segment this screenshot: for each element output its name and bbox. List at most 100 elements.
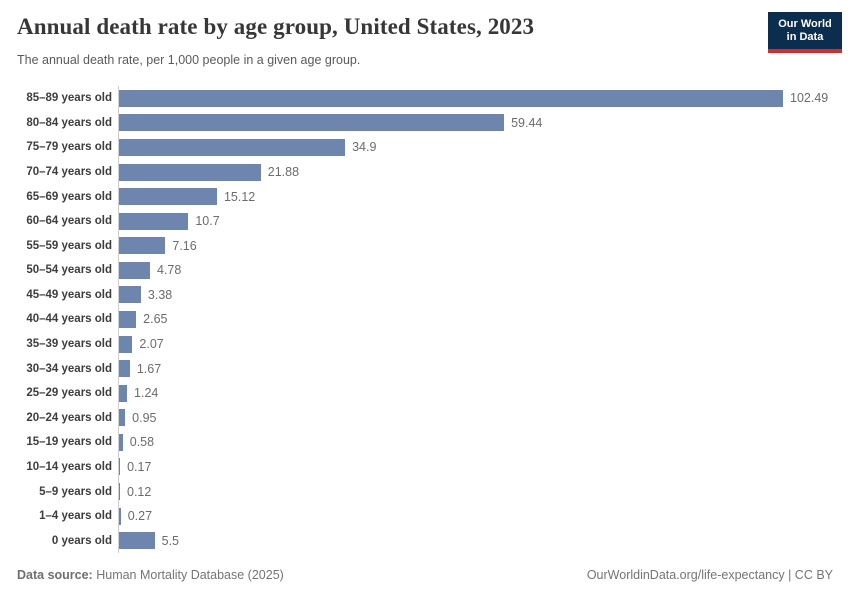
bar — [119, 483, 120, 501]
bar-track: 1.24 — [119, 384, 833, 402]
bar-track: 1.67 — [119, 360, 833, 378]
bar-chart: 85–89 years old 102.49 80–84 years old 59.4… — [17, 86, 833, 553]
bar-value: 1.67 — [136, 361, 162, 376]
chart-title: Annual death rate by age group, United S… — [17, 14, 535, 39]
bar-track: 7.16 — [119, 237, 833, 255]
bar — [119, 261, 150, 279]
bar-track: 59.44 — [119, 114, 833, 132]
bar — [119, 114, 505, 132]
bar-value: 34.9 — [352, 140, 377, 155]
bar-row: 35–39 years old 2.07 — [17, 332, 833, 357]
y-axis-line — [118, 86, 119, 553]
bar — [119, 163, 261, 181]
bar — [119, 89, 783, 107]
bar-track: 0.17 — [119, 458, 833, 476]
bar — [119, 237, 166, 255]
owid-logo-line2: in Data — [786, 31, 824, 43]
bar — [119, 409, 126, 427]
bar-track: 0.95 — [119, 409, 833, 427]
bar-label: 15–19 years old — [26, 436, 112, 449]
bar-value: 15.12 — [223, 189, 256, 204]
bar-value: 2.65 — [143, 312, 168, 327]
bar-track: 0.27 — [119, 507, 833, 525]
bar-track: 3.38 — [119, 286, 833, 304]
bar-value: 21.88 — [267, 165, 300, 180]
data-source-value: Human Mortality Database (2025) — [96, 568, 284, 582]
bar-row: 60–64 years old 10.7 — [17, 209, 833, 234]
bar-row: 45–49 years old 3.38 — [17, 283, 833, 308]
bar-value: 7.16 — [172, 238, 197, 253]
bar-row: 70–74 years old 21.88 — [17, 160, 833, 185]
bar-track: 15.12 — [119, 188, 833, 206]
bar — [119, 138, 346, 156]
bar-value: 59.44 — [511, 115, 543, 130]
chart-subtitle: The annual death rate, per 1,000 people … — [17, 53, 361, 67]
bar — [119, 507, 121, 525]
bar-value: 4.78 — [156, 263, 182, 278]
bar-value: 0.17 — [127, 459, 152, 474]
bar-label: 10–14 years old — [26, 460, 112, 473]
bar-value: 0.95 — [132, 410, 157, 425]
bar-label: 60–64 years old — [26, 215, 112, 228]
bar-row: 55–59 years old 7.16 — [17, 233, 833, 258]
bar-track: 2.07 — [119, 335, 833, 353]
bar-track: 5.5 — [119, 532, 833, 550]
bar-label: 85–89 years old — [26, 92, 112, 105]
bar-value: 10.7 — [195, 214, 220, 229]
bar-row: 80–84 years old 59.44 — [17, 111, 833, 136]
bar-track: 102.49 — [119, 89, 833, 107]
bar-track: 2.65 — [119, 310, 833, 328]
data-source: Data source: Human Mortality Database (2… — [17, 568, 284, 582]
bar — [119, 458, 121, 476]
bar-label: 35–39 years old — [26, 338, 112, 351]
bar-track: 0.12 — [119, 483, 833, 501]
bar-label: 30–34 years old — [26, 362, 112, 375]
bar — [119, 310, 137, 328]
bar-label: 55–59 years old — [26, 239, 112, 252]
bar-value: 102.49 — [790, 91, 829, 106]
bar-row: 25–29 years old 1.24 — [17, 381, 833, 406]
bar-label: 20–24 years old — [26, 411, 112, 424]
bar-label: 1–4 years old — [39, 510, 112, 523]
bar-row: 10–14 years old 0.17 — [17, 455, 833, 480]
bar-row: 65–69 years old 15.12 — [17, 184, 833, 209]
bar-track: 34.9 — [119, 138, 833, 156]
bar-row: 40–44 years old 2.65 — [17, 307, 833, 332]
bar-label: 65–69 years old — [26, 190, 112, 203]
bar-label: 25–29 years old — [26, 387, 112, 400]
bar-track: 0.58 — [119, 433, 833, 451]
bar — [119, 433, 123, 451]
bar — [119, 532, 155, 550]
chart-footer: Data source: Human Mortality Database (2… — [17, 568, 833, 582]
bar-row: 30–34 years old 1.67 — [17, 356, 833, 381]
bar-label: 5–9 years old — [39, 485, 112, 498]
bar-row: 20–24 years old 0.95 — [17, 406, 833, 431]
bar-row: 85–89 years old 102.49 — [17, 86, 833, 111]
bar-label: 0 years old — [51, 534, 112, 547]
bar-value: 0.27 — [127, 509, 153, 524]
bar — [119, 360, 130, 378]
bar — [119, 188, 217, 206]
bar-label: 45–49 years old — [26, 288, 112, 301]
bar-row: 0 years old 5.5 — [17, 528, 833, 553]
bar-value: 0.58 — [129, 435, 155, 450]
owid-logo: Our World in Data — [768, 12, 842, 53]
bar-label: 40–44 years old — [26, 313, 112, 326]
bar — [119, 384, 128, 402]
bar-track: 21.88 — [119, 163, 833, 181]
chart-rows: 85–89 years old 102.49 80–84 years old 59.4… — [17, 86, 833, 553]
bar-value: 2.07 — [139, 337, 164, 352]
data-source-label: Data source: — [17, 568, 93, 582]
bar-label: 70–74 years old — [26, 166, 112, 179]
bar-label: 75–79 years old — [26, 141, 112, 154]
bar-row: 1–4 years old 0.27 — [17, 504, 833, 529]
bar-row: 5–9 years old 0.12 — [17, 479, 833, 504]
bar-value: 5.5 — [161, 533, 180, 548]
bar-label: 50–54 years old — [26, 264, 112, 277]
bar-value: 3.38 — [147, 287, 173, 302]
owid-logo-line1: Our World — [778, 18, 832, 30]
bar-track: 10.7 — [119, 212, 833, 230]
bar — [119, 286, 141, 304]
bar-row: 50–54 years old 4.78 — [17, 258, 833, 283]
